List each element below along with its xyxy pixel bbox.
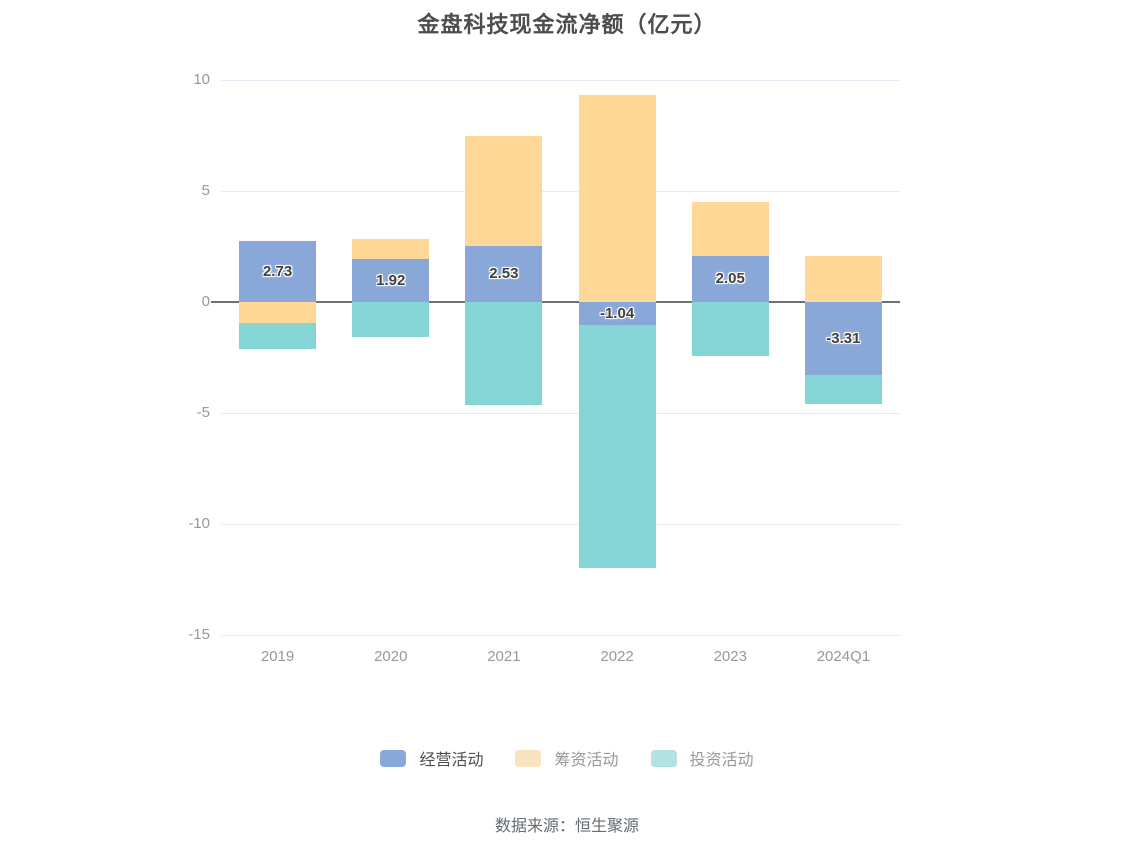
y-gridline bbox=[221, 79, 900, 81]
x-axis-tick-label: 2021 bbox=[487, 648, 521, 665]
legend: 经营活动 筹资活动 投资活动 bbox=[0, 746, 1134, 770]
y-gridline bbox=[221, 412, 900, 414]
bar-segment-筹资活动[interactable] bbox=[691, 202, 769, 257]
bar-segment-筹资活动[interactable] bbox=[352, 239, 430, 260]
bar-segment-筹资活动[interactable] bbox=[465, 135, 543, 246]
bar-segment-投资活动[interactable] bbox=[239, 323, 317, 350]
y-gridline bbox=[221, 523, 900, 525]
bar-segment-筹资活动[interactable] bbox=[239, 302, 317, 324]
legend-label: 经营活动 bbox=[419, 752, 484, 769]
legend-item-经营活动[interactable]: 经营活动 bbox=[380, 746, 483, 770]
y-gridline bbox=[221, 190, 900, 192]
x-axis-tick-label: 2019 bbox=[260, 648, 295, 665]
bar-segment-投资活动[interactable] bbox=[465, 302, 543, 405]
bar-segment-经营活动[interactable] bbox=[465, 245, 543, 302]
x-axis-tick-label: 2024Q1 bbox=[816, 648, 871, 665]
bar-value-label: 2.05 bbox=[715, 270, 745, 288]
chart-title: 金盘科技现金流净额（亿元） bbox=[417, 12, 717, 37]
bar-segment-经营活动[interactable] bbox=[691, 256, 769, 302]
bar-segment-筹资活动[interactable] bbox=[804, 255, 882, 302]
legend-item-投资活动[interactable]: 投资活动 bbox=[650, 746, 754, 770]
y-axis-tick-label: 10 bbox=[193, 71, 210, 88]
plot-area: 10 5 0 -5 -10 -15 2.73 2019 1.92 2020 2.53 2021 -1.0… bbox=[188, 71, 900, 665]
legend-item-筹资活动[interactable]: 筹资活动 bbox=[515, 746, 619, 770]
bar-segment-投资活动[interactable] bbox=[691, 302, 769, 357]
legend-swatch bbox=[650, 749, 677, 767]
x-axis-tick-label: 2022 bbox=[600, 648, 634, 665]
zero-axis-tick bbox=[211, 301, 221, 303]
bar-value-label: 2.73 bbox=[262, 262, 293, 280]
bar-segment-经营活动[interactable] bbox=[352, 259, 430, 302]
y-axis-tick-label: 0 bbox=[201, 293, 210, 310]
y-gridline bbox=[221, 634, 900, 636]
legend-swatch bbox=[380, 749, 407, 767]
y-axis-tick-label: 5 bbox=[201, 182, 210, 199]
x-axis-tick-label: 2023 bbox=[713, 648, 747, 665]
zero-axis-line bbox=[221, 301, 900, 303]
x-axis-tick-label: 2020 bbox=[374, 648, 408, 665]
bar-value-label: 2.53 bbox=[489, 264, 519, 282]
bar-segment-经营活动[interactable] bbox=[239, 241, 317, 302]
bar-value-label: -3.31 bbox=[826, 329, 861, 347]
bar-value-label: -1.04 bbox=[599, 304, 635, 322]
legend-swatch bbox=[515, 749, 542, 767]
y-axis-tick-label: -10 bbox=[188, 515, 210, 532]
bar-segment-经营活动[interactable] bbox=[578, 302, 656, 326]
y-axis-tick-label: -15 bbox=[188, 626, 210, 643]
bar-segment-投资活动[interactable] bbox=[804, 375, 882, 405]
bar-segment-投资活动[interactable] bbox=[578, 325, 656, 569]
bar-segment-筹资活动[interactable] bbox=[578, 95, 656, 302]
legend-label: 筹资活动 bbox=[554, 752, 619, 769]
bar-segment-经营活动[interactable] bbox=[804, 302, 882, 376]
legend-label: 投资活动 bbox=[689, 752, 754, 769]
bar-value-label: 1.92 bbox=[376, 271, 406, 289]
data-source-text: 数据来源：恒生聚源 bbox=[494, 818, 639, 835]
y-axis-tick-label: -5 bbox=[196, 404, 210, 421]
bar-segment-投资活动[interactable] bbox=[352, 302, 430, 338]
